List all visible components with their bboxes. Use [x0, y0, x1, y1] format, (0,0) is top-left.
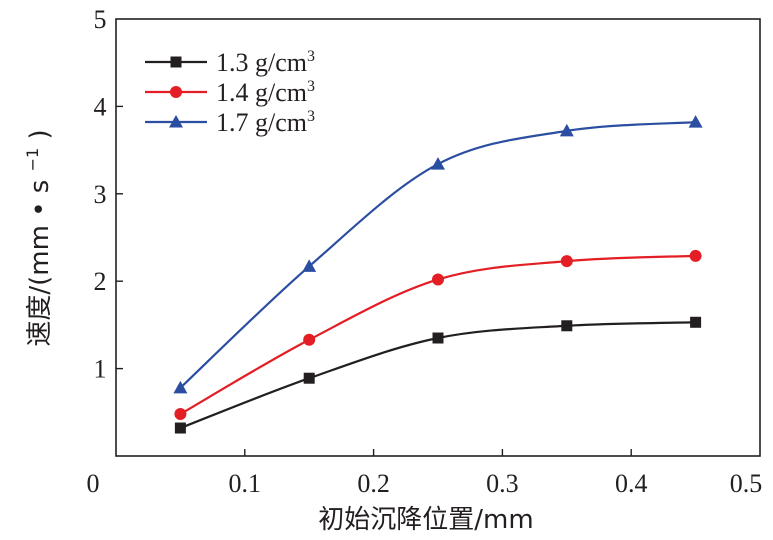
legend-item: 1.4 g/cm3	[145, 78, 315, 107]
legend-item: 1.3 g/cm3	[145, 48, 315, 77]
x-tick-label: 0.5	[730, 469, 763, 498]
legend-label-superscript: 3	[307, 108, 315, 125]
x-axis-label: 初始沉降位置/mm	[318, 505, 533, 535]
y-tick-label: 5	[94, 5, 107, 34]
legend-marker	[170, 56, 182, 68]
plot-area: 0 0.1 0.2 0.3 0.4 0.5 1 2 3 4 5	[87, 5, 763, 498]
legend-label: 1.7 g/cm3	[216, 108, 315, 137]
legend-label-main: 1.4 g/cm	[216, 78, 307, 107]
y-tick-label: 2	[94, 267, 107, 296]
legend-label: 1.4 g/cm3	[216, 78, 315, 107]
axis-labels: 初始沉降位置/mm 速度/(mm • s −1 )	[15, 129, 534, 535]
x-tick-label: 0.3	[486, 469, 519, 498]
legend-label-superscript: 3	[307, 78, 315, 95]
legend-label-main: 1.3 g/cm	[216, 48, 307, 77]
y-axis-label-main: 速度/(mm • s	[25, 180, 55, 347]
series-1	[174, 316, 702, 434]
x-tick-label: 0	[87, 469, 100, 498]
data-point	[559, 123, 574, 137]
data-point	[689, 249, 702, 262]
x-tick-label: 0.2	[357, 469, 390, 498]
y-tick-label: 1	[94, 355, 107, 384]
x-tick-label: 0.1	[229, 469, 262, 498]
data-point	[560, 255, 573, 268]
data-point	[431, 157, 445, 170]
legend-marker	[169, 115, 183, 128]
data-point	[173, 380, 188, 394]
data-point	[561, 320, 573, 332]
y-axis-label-superscript: −1	[23, 148, 42, 172]
data-point	[303, 372, 315, 384]
y-axis-label-suffix: )	[25, 129, 55, 139]
legend-label-main: 1.7 g/cm	[216, 108, 307, 137]
data-point	[302, 259, 317, 272]
data-point	[690, 316, 702, 328]
x-tick-label: 0.4	[615, 469, 648, 498]
data-point	[688, 115, 703, 128]
y-axis-label: 速度/(mm • s −1 )	[15, 129, 55, 346]
data-point	[174, 422, 186, 434]
series-layer	[173, 115, 703, 434]
data-point	[174, 408, 187, 421]
series-2	[174, 249, 702, 421]
data-point	[432, 273, 444, 286]
legend-label-superscript: 3	[307, 48, 315, 65]
y-tick-label: 4	[94, 92, 107, 121]
series-3	[173, 115, 703, 394]
legend-item: 1.7 g/cm3	[145, 108, 315, 137]
data-point	[432, 332, 444, 344]
legend-marker	[170, 86, 182, 98]
data-point	[303, 333, 316, 346]
plot-frame	[115, 18, 761, 457]
legend-label: 1.3 g/cm3	[216, 48, 315, 77]
y-tick-label: 3	[94, 180, 107, 209]
